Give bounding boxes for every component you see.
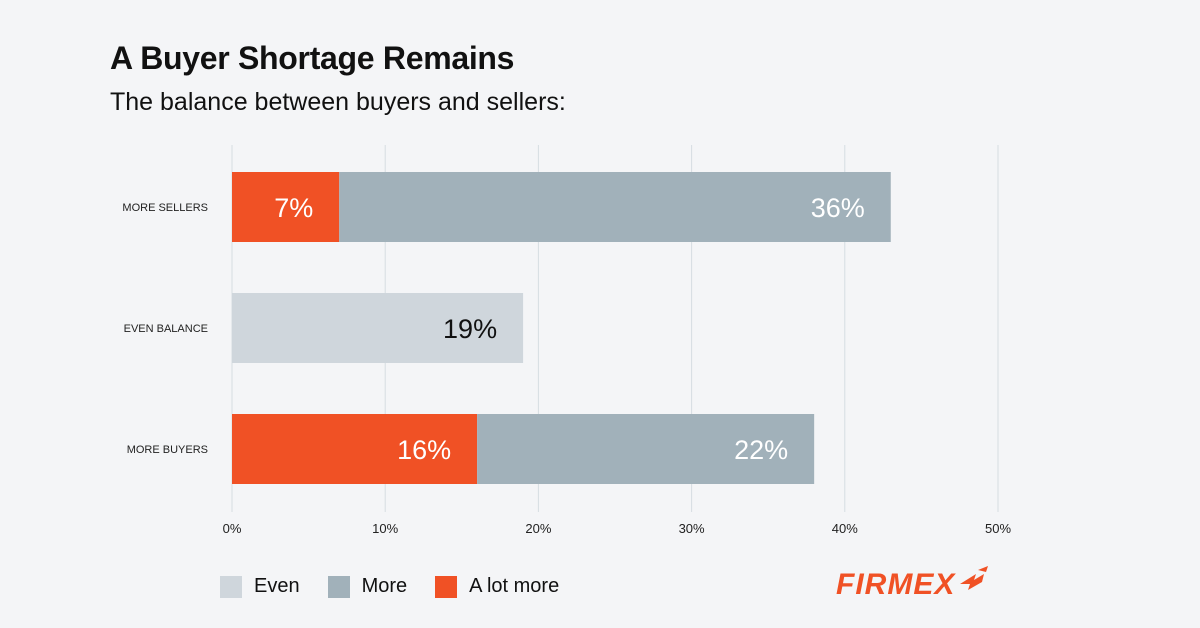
legend-label-more: More — [361, 575, 408, 597]
bar-more-buyers-a-lot-more — [232, 414, 478, 484]
legend: Even More A lot more — [220, 575, 587, 598]
x-tick-label-10: 10% — [372, 521, 398, 536]
data-label-even-balance-even: 19% — [443, 314, 497, 344]
chart-title: A Buyer Shortage Remains — [110, 40, 515, 76]
legend-swatch-even — [220, 575, 242, 598]
bar-even-balance-even — [232, 293, 524, 363]
x-tick-label-0: 0% — [223, 521, 242, 536]
data-label-more-sellers-a-lot-more: 7% — [274, 193, 313, 223]
data-label-more-sellers-more: 36% — [811, 193, 865, 223]
legend-item-more: More — [327, 575, 408, 598]
legend-item-even: Even — [220, 575, 300, 598]
legend-item-a-lot-more: A lot more — [435, 575, 559, 598]
chart-subtitle: The balance between buyers and sellers: — [110, 88, 566, 116]
x-tick-label-50: 50% — [985, 521, 1011, 536]
x-tick-label-40: 40% — [832, 521, 858, 536]
bar-more-sellers-more — [339, 172, 891, 242]
brand-logo-text: FIRMEX — [836, 568, 956, 601]
legend-label-a-lot-more: A lot more — [469, 575, 560, 597]
category-label-even-balance: EVEN BALANCE — [124, 323, 208, 335]
legend-swatch-more — [327, 575, 350, 598]
x-tick-label-30: 30% — [679, 521, 705, 536]
category-label-more-sellers: MORE SELLERS — [122, 202, 208, 214]
category-label-more-buyers: MORE BUYERS — [127, 444, 208, 456]
legend-label-even: Even — [254, 575, 300, 597]
bar-more-buyers-more — [477, 414, 815, 484]
bar-more-sellers-a-lot-more — [232, 172, 340, 242]
firmex-chevron-icon — [960, 566, 988, 590]
data-label-more-buyers-a-lot-more: 16% — [397, 435, 451, 465]
x-tick-label-20: 20% — [525, 521, 551, 536]
legend-swatch-a-lot-more — [435, 575, 458, 598]
data-label-more-buyers-more: 22% — [734, 435, 788, 465]
